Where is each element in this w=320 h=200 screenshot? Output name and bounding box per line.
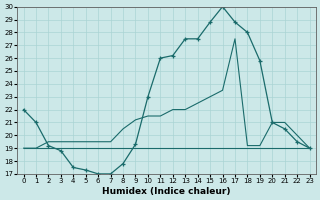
X-axis label: Humidex (Indice chaleur): Humidex (Indice chaleur) xyxy=(102,187,231,196)
